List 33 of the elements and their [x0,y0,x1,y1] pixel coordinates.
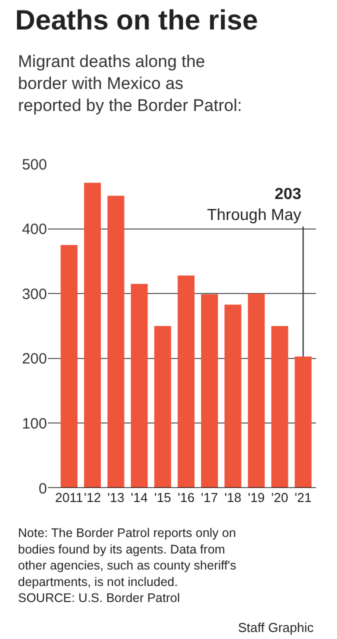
bar [130,284,148,488]
bar [201,294,218,488]
x-tick-label: '16 [178,490,195,505]
bar [107,196,124,488]
y-tick-label: 0 [38,480,47,498]
bar [154,326,172,488]
bar [271,326,288,488]
bar [224,304,242,488]
bar [178,275,195,488]
bar [60,245,78,488]
bar [84,182,101,488]
y-tick-label: 500 [22,156,47,174]
annotation: 203 Through May [207,186,302,224]
text: Note: The Border Patrol reports only on bodies found by its agents. Data from other agencies, such as county sheriff's departments, is not included. SOURCE: U.S. Border Patrol [18,526,236,605]
x-tick-label: '17 [201,490,218,505]
bar [248,294,265,488]
y-tick-label: 400 [22,221,47,238]
x-tick-label: '15 [154,490,172,505]
chart-title: Deaths on the rise [15,4,258,36]
x-tick-label: '14 [130,490,148,505]
x-tick-label: 2011 [55,490,84,505]
y-tick-label: 100 [22,415,47,432]
x-tick-label: '13 [107,490,124,505]
y-tick-label: 300 [22,286,47,303]
x-tick-label: '19 [248,490,265,505]
x-tick-label: '12 [84,490,101,505]
y-tick-label: 200 [22,350,47,368]
x-tick-label: '18 [224,490,242,505]
bar [294,356,312,488]
chart-subtitle: Migrant deaths along the border with Mexico as reported by the Border Patrol: [18,52,242,116]
x-tick-label: '20 [271,490,288,505]
text: Staff Graphic [238,620,314,635]
x-tick-label: '21 [294,490,312,505]
